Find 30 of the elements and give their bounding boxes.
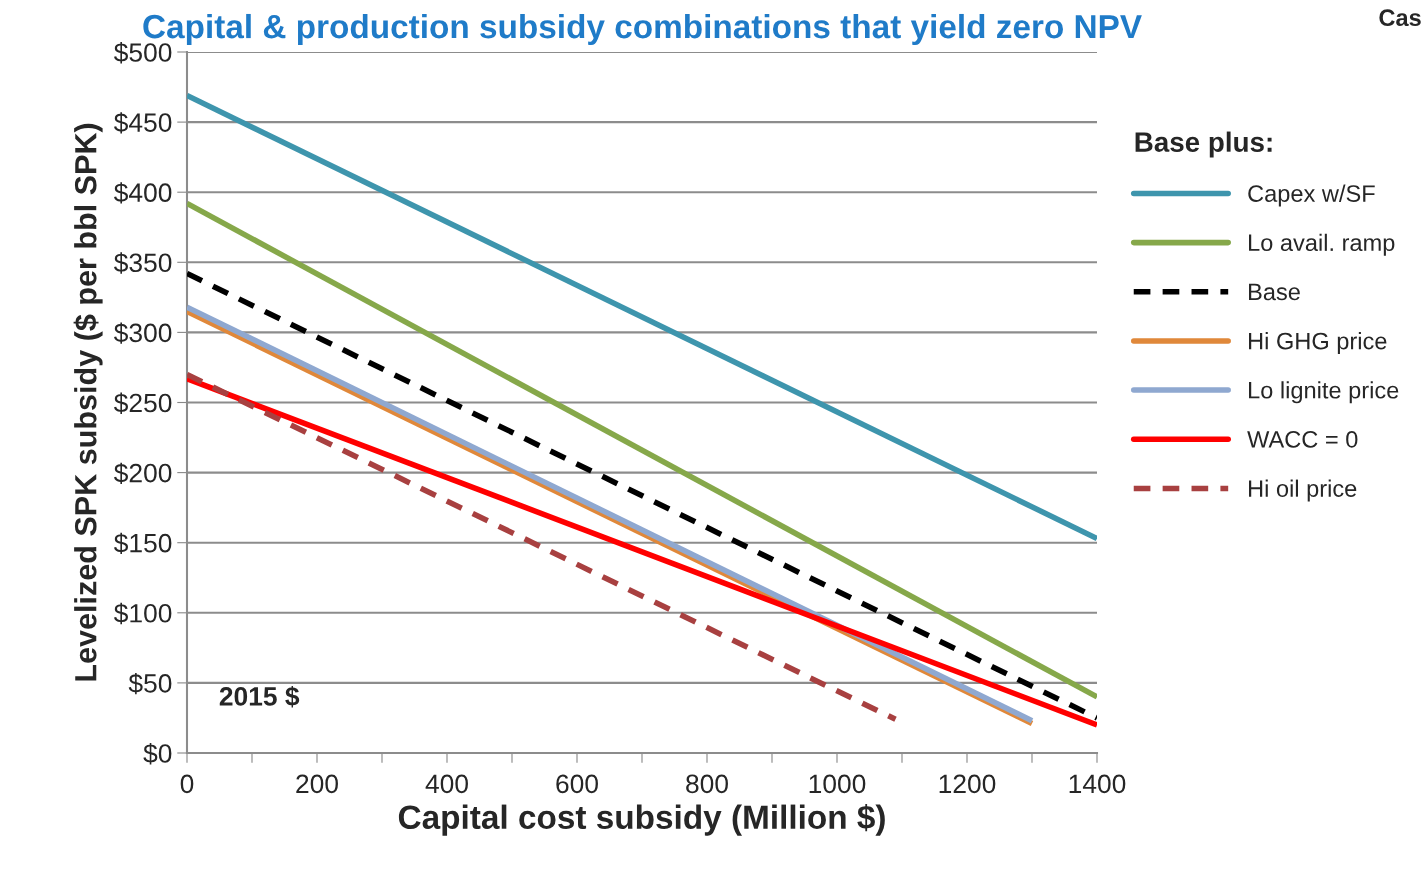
x-tick-label: 1000 — [809, 774, 866, 794]
annotation: 2015 $ — [219, 685, 300, 708]
y-axis-title: Levelized SPK subsidy ($ per bbl SPK) — [73, 123, 103, 681]
y-tick-label: $350 — [114, 252, 172, 274]
x-tick-label: 600 — [556, 774, 598, 794]
y-tick-label: $400 — [114, 182, 172, 204]
x-axis-title: Capital cost subsidy (Million $) — [398, 803, 885, 836]
y-tick-label: $200 — [114, 462, 172, 484]
y-tick-label: $450 — [114, 112, 172, 134]
legend-label: Hi GHG price — [1249, 332, 1387, 355]
x-tick-label: 0 — [180, 774, 194, 794]
x-tick-label: 800 — [686, 774, 728, 794]
legend-label: WACC = 0 — [1247, 431, 1358, 448]
legend-title: Base plus: — [1135, 131, 1272, 158]
legend-label: Lo lignite price — [1249, 381, 1399, 404]
y-tick-label: $0 — [143, 743, 172, 765]
y-tick-label: $300 — [114, 322, 172, 344]
legend-label: Base — [1249, 283, 1300, 301]
y-tick-label: $100 — [114, 602, 172, 625]
x-tick-label: 400 — [425, 774, 468, 794]
x-tick-label: 200 — [296, 774, 338, 794]
legend-label: Lo avail. ramp — [1249, 233, 1395, 256]
x-tick-label: 1400 — [1069, 774, 1126, 794]
y-tick-label: $250 — [114, 392, 172, 414]
legend-label: Capex w/SF — [1248, 184, 1375, 207]
legend-label: Hi oil price — [1249, 479, 1357, 502]
x-tick-label: 1200 — [939, 774, 996, 794]
y-tick-label: $150 — [114, 532, 172, 555]
y-tick-label: $50 — [128, 672, 172, 695]
text: Cas — [1379, 9, 1421, 27]
